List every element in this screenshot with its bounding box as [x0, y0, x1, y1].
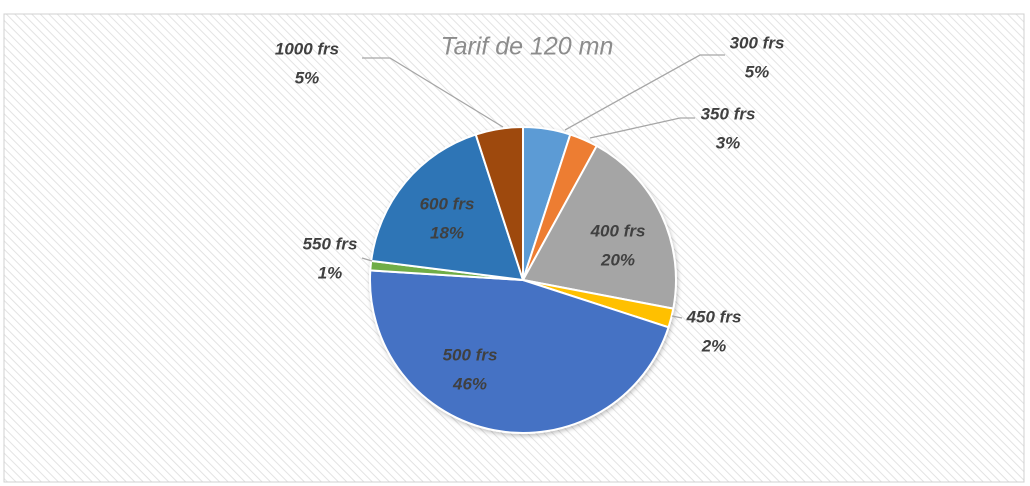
slice-value-label: 20%	[600, 250, 635, 269]
slice-value-label: 46%	[452, 374, 487, 393]
slice-category-label: 550 frs	[303, 234, 358, 253]
pie	[369, 125, 677, 434]
slice-value-label: 2%	[701, 336, 727, 355]
slice-category-label: 600 frs	[420, 194, 475, 213]
leader-line	[671, 315, 683, 319]
slice-value-label: 5%	[745, 62, 770, 81]
slice-value-label: 18%	[430, 223, 464, 242]
slice-value-label: 3%	[716, 133, 741, 152]
pie-slice	[369, 269, 670, 434]
leader-line	[564, 54, 725, 131]
slice-category-label: 350 frs	[701, 104, 756, 123]
slice-value-label: 1%	[318, 263, 343, 282]
chart-title: Tarif de 120 mn	[441, 33, 614, 61]
slice-category-label: 500 frs	[443, 345, 498, 364]
slice-value-label: 5%	[295, 68, 320, 87]
leader-line	[361, 257, 373, 262]
slice-category-label: 400 frs	[590, 221, 646, 240]
slice-category-label: 300 frs	[730, 33, 785, 52]
slice-category-label: 450 frs	[686, 307, 742, 326]
leader-line	[362, 57, 504, 128]
leader-line	[589, 117, 695, 139]
slice-category-label: 1000 frs	[275, 39, 339, 58]
pie-slice	[474, 125, 524, 281]
pie-slice	[521, 144, 677, 310]
pie-slice	[370, 133, 525, 282]
